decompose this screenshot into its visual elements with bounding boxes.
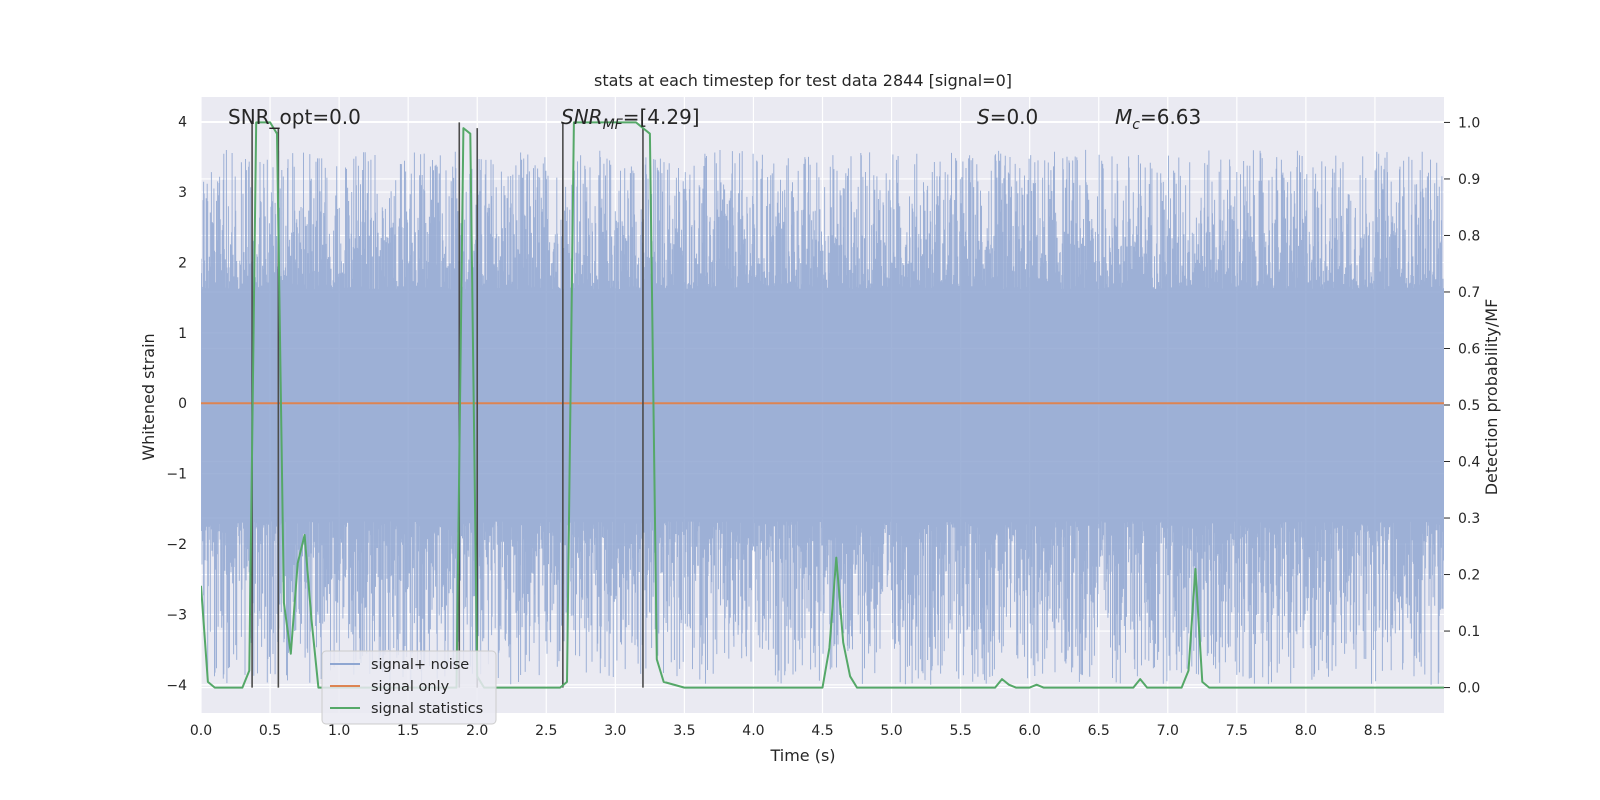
chart-title: stats at each timestep for test data 284… <box>594 71 1012 90</box>
snr-mf-symbol: SNR <box>561 105 603 129</box>
s-symbol: S <box>977 105 990 129</box>
x-axis: 0.0 0.5 1.0 1.5 2.0 2.5 3.0 3.5 4.0 4.5 5.0 5.5 6.0 6… <box>190 723 1386 739</box>
x-tick-label: 3.5 <box>673 723 695 739</box>
legend: signal+ noise signal only signal statist… <box>321 650 497 725</box>
x-tick-label: 4.0 <box>742 723 764 739</box>
y-tick-label: 3 <box>178 185 187 201</box>
series-signal-statistics <box>201 121 1444 689</box>
x-tick-label: 2.0 <box>466 723 488 739</box>
mc-subscript: c <box>1132 117 1140 133</box>
legend-label-signal-only: signal only <box>371 679 450 695</box>
x-tick-label: 5.0 <box>880 723 902 739</box>
x-tick-label: 7.0 <box>1157 723 1179 739</box>
y-tick-label: 4 <box>178 115 187 131</box>
y2-tick-label: 0.5 <box>1458 398 1480 414</box>
annotation-snr-mf: SNRMF=[4.29] <box>561 105 700 133</box>
legend-label-signal-noise: signal+ noise <box>371 657 469 673</box>
legend-box <box>321 650 497 725</box>
snr-mf-subscript: MF <box>603 117 624 133</box>
y-tick-label: −3 <box>166 607 187 623</box>
x-tick-label: 8.0 <box>1295 723 1317 739</box>
y2-tick-label: 0.1 <box>1458 624 1480 640</box>
x-tick-label: 6.0 <box>1019 723 1041 739</box>
x-tick-label: 5.5 <box>949 723 971 739</box>
y-tick-label: 0 <box>178 396 187 412</box>
series-layer <box>201 121 1444 689</box>
x-tick-label: 0.0 <box>190 723 212 739</box>
x-tick-label: 8.5 <box>1364 723 1386 739</box>
s-value: =0.0 <box>990 105 1039 129</box>
y2-tick-label: 0.0 <box>1458 681 1480 697</box>
y2-tick-label: 0.6 <box>1458 341 1480 357</box>
x-tick-label: 4.5 <box>811 723 833 739</box>
x-tick-label: 2.5 <box>535 723 557 739</box>
legend-label-signal-statistics: signal statistics <box>371 701 483 717</box>
annotation-mc: Mc=6.63 <box>1115 105 1201 133</box>
y2-axis-label: Detection probability/MF <box>1482 299 1501 496</box>
y-axis-right: 1.0 0.9 0.8 0.7 0.6 0.5 0.4 0.3 0.2 0.1 0.0 <box>1444 115 1480 697</box>
x-tick-label: 0.5 <box>259 723 281 739</box>
x-tick-label: 7.5 <box>1226 723 1248 739</box>
y2-tick-label: 0.3 <box>1458 511 1480 527</box>
annotation-s: S=0.0 <box>977 105 1038 129</box>
y-tick-label: −1 <box>166 467 187 483</box>
y2-tick-label: 0.9 <box>1458 172 1480 188</box>
x-tick-label: 1.5 <box>397 723 419 739</box>
y-tick-label: −4 <box>166 678 187 694</box>
y2-tick-label: 1.0 <box>1458 115 1480 131</box>
mc-value: =6.63 <box>1140 105 1201 129</box>
y2-tick-label: 0.2 <box>1458 568 1480 584</box>
y2-tick-label: 0.4 <box>1458 455 1480 471</box>
y-tick-label: 1 <box>178 326 187 342</box>
x-tick-label: 1.0 <box>328 723 350 739</box>
y-tick-label: 2 <box>178 255 187 271</box>
x-axis-label: Time (s) <box>769 746 835 765</box>
annotation-snr-opt: SNR_opt=0.0 <box>228 105 361 129</box>
y-axis-left: 4 3 2 1 0 −1 −2 −3 −4 <box>166 115 187 694</box>
y-tick-label: −2 <box>166 537 187 553</box>
mc-symbol: M <box>1115 105 1132 129</box>
y2-tick-label: 0.8 <box>1458 228 1480 244</box>
x-tick-label: 6.5 <box>1088 723 1110 739</box>
y-axis-label: Whitened strain <box>139 333 158 460</box>
y2-tick-label: 0.7 <box>1458 285 1480 301</box>
x-tick-label: 3.0 <box>604 723 626 739</box>
snr-mf-value: =[4.29] <box>623 105 700 129</box>
